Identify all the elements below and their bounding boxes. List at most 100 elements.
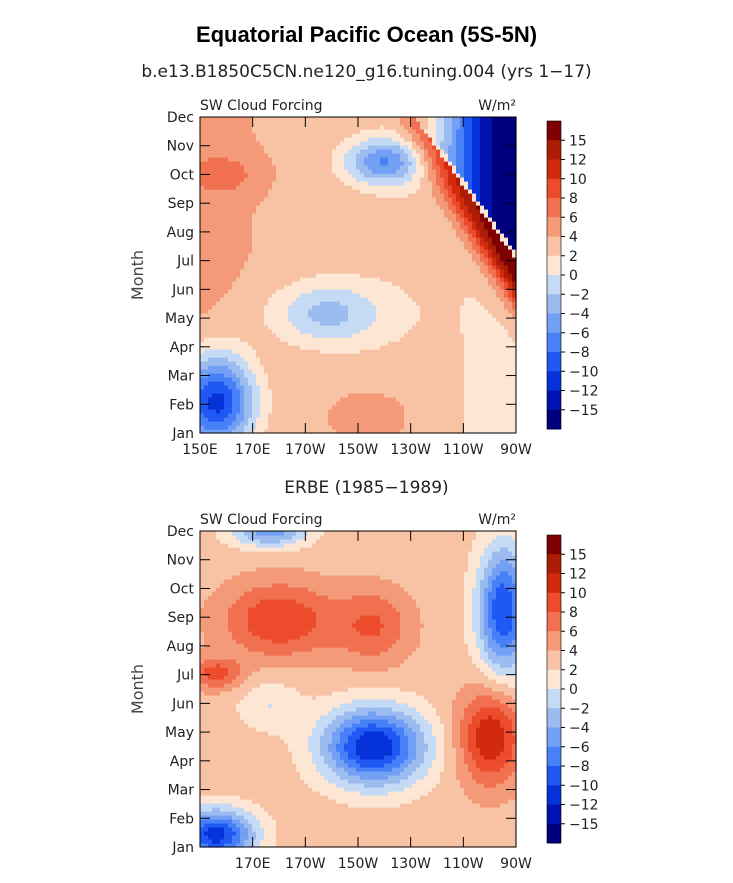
panel2-colorbar-label: −12: [569, 798, 599, 814]
panel2-colorbar-box: [547, 766, 561, 786]
main-title: Equatorial Pacific Ocean (5S-5N): [195, 22, 538, 47]
panel2-ytick-label: Jan: [171, 840, 194, 856]
panel2-colorbar-box: [547, 746, 561, 767]
panel1-colorbar-box: [547, 217, 561, 237]
panel1-colorbar-box: [547, 236, 561, 257]
panel1-colorbar-box: [547, 178, 561, 199]
panel2-colorbar-label: −8: [569, 759, 590, 775]
panel2-ytick-label: Mar: [168, 783, 195, 799]
panel2-units-label: W/m²: [478, 512, 516, 528]
panel2-colorbar-box: [547, 612, 561, 632]
panel2-xtick-label: 110W: [443, 856, 484, 872]
panel2-ylabel: Month: [128, 664, 147, 714]
panel2-colorbar-label: 8: [569, 605, 578, 621]
panel1-xtick-label: 110W: [443, 442, 484, 458]
panel1-colorbar-label: −8: [569, 345, 590, 361]
panel1-ylabel: Month: [128, 250, 147, 300]
panel2-colorbar-box: [547, 804, 561, 825]
panel2-ytick-label: May: [165, 725, 194, 741]
panel2-colorbar-box: [547, 592, 561, 613]
panel2-colorbar-label: 10: [569, 586, 587, 602]
panel1-colorbar-box: [547, 159, 561, 180]
panel1-colorbar-box: [547, 332, 561, 353]
panel2-chart: SW Cloud Forcing W/m² Jan Feb Mar Apr May Jun Ju…: [128, 512, 599, 872]
panel2-colorbar-label: −2: [569, 701, 590, 717]
panel2-colorbar-label: −15: [569, 817, 599, 833]
panel1-colorbar-label: 6: [569, 210, 578, 226]
panel2-colorbar-label: 15: [569, 547, 587, 563]
panel1-ytick-label: Sep: [168, 196, 195, 212]
panel1-colorbar-label: 4: [569, 230, 578, 246]
panel2-colorbar-box: [547, 554, 561, 574]
panel2-colorbar-box: [547, 631, 561, 651]
panel2-colorbar-box: [547, 727, 561, 748]
panel1-xtick-label: 150E: [182, 442, 218, 458]
panel2-ytick-label: Jul: [176, 668, 194, 684]
panel1-xtick-label: 170E: [235, 442, 271, 458]
panel1-colorbar-box: [547, 275, 561, 295]
panel1-ytick-label: Jul: [176, 254, 194, 270]
panel1-colorbar-label: 12: [569, 153, 587, 169]
panel2-colorbar-box: [547, 650, 561, 671]
panel1-xtick-label: 130W: [390, 442, 431, 458]
panel2-subtitle: ERBE (1985−1989): [284, 478, 449, 498]
panel2-xtick-label: 130W: [390, 856, 431, 872]
panel2-xtick-label: 150W: [338, 856, 379, 872]
panel2-colorbar-box: [547, 785, 561, 805]
panel1-colorbar-box: [547, 140, 561, 160]
panel2-colorbar-box: [547, 823, 561, 844]
panel2-ytick-label: Sep: [168, 610, 195, 626]
panel2-colorbar-box: [547, 708, 561, 728]
panel2-colorbar-label: 4: [569, 644, 578, 660]
panel1-units-label: W/m²: [478, 98, 516, 114]
panel2-ytick-label: Feb: [169, 811, 194, 827]
panel2-contour-field: [200, 531, 517, 848]
panel2-xtick-label: 170W: [285, 856, 326, 872]
panel2-colorbar-label: 6: [569, 624, 578, 640]
panel1-colorbar-label: −15: [569, 403, 599, 419]
panel1-subtitle: b.e13.B1850C5CN.ne120_g16.tuning.004 (yr…: [141, 62, 592, 82]
panel1-ytick-label: May: [165, 311, 194, 327]
panel1-colorbar-box: [547, 371, 561, 391]
panel2-colorbar-box: [547, 535, 561, 555]
panel1-colorbar-box: [547, 255, 561, 276]
panel1-xtick-label: 150W: [338, 442, 379, 458]
panel1-ytick-label: Jun: [171, 282, 194, 298]
panel1-chart: SW Cloud Forcing W/m² Jan Feb Mar Apr May Jun Ju…: [128, 98, 599, 458]
panel2-ytick-label: Dec: [167, 524, 194, 540]
panel2-xtick-label: 170E: [235, 856, 271, 872]
panel1-colorbar-label: 10: [569, 172, 587, 188]
panel1-colorbar-label: −12: [569, 384, 599, 400]
panel1-colorbar-box: [547, 121, 561, 141]
panel1-colorbar-label: −10: [569, 364, 599, 380]
panel2-ytick-label: Apr: [170, 754, 194, 770]
panel1-colorbar-label: −4: [569, 307, 590, 323]
panel1-colorbar-box: [547, 409, 561, 430]
panel2-colorbar-label: −10: [569, 778, 599, 794]
panel1-colorbar-label: −2: [569, 287, 590, 303]
panel2-field-label: SW Cloud Forcing: [200, 512, 323, 528]
panel2-colorbar-label: 12: [569, 567, 587, 583]
panel1-colorbar-box: [547, 198, 561, 218]
panel1-colorbar-label: −6: [569, 326, 590, 342]
panel2-ytick-label: Oct: [170, 581, 195, 597]
panel1-field-label: SW Cloud Forcing: [200, 98, 323, 114]
panel1-ytick-label: Aug: [167, 225, 194, 241]
panel1-ytick-label: Apr: [170, 340, 194, 356]
panel2-colorbar-label: 2: [569, 663, 578, 679]
panel1-ytick-label: Jan: [171, 426, 194, 442]
panel1-colorbar-label: 15: [569, 133, 587, 149]
panel2-xtick-label: 90W: [500, 856, 532, 872]
panel1-colorbar-box: [547, 294, 561, 314]
panel1-ytick-label: Oct: [170, 167, 195, 183]
panel1-ytick-label: Dec: [167, 110, 194, 126]
panel2-ytick-label: Nov: [167, 553, 194, 569]
panel1-ytick-label: Nov: [167, 139, 194, 155]
panel2-ytick-label: Aug: [167, 639, 194, 655]
panel2-colorbar-label: −4: [569, 721, 590, 737]
panel1-ytick-label: Mar: [168, 369, 195, 385]
panel2-colorbar-box: [547, 689, 561, 709]
panel2-ytick-label: Jun: [171, 696, 194, 712]
panel2-colorbar-box: [547, 573, 561, 594]
panel2-colorbar-box: [547, 669, 561, 690]
